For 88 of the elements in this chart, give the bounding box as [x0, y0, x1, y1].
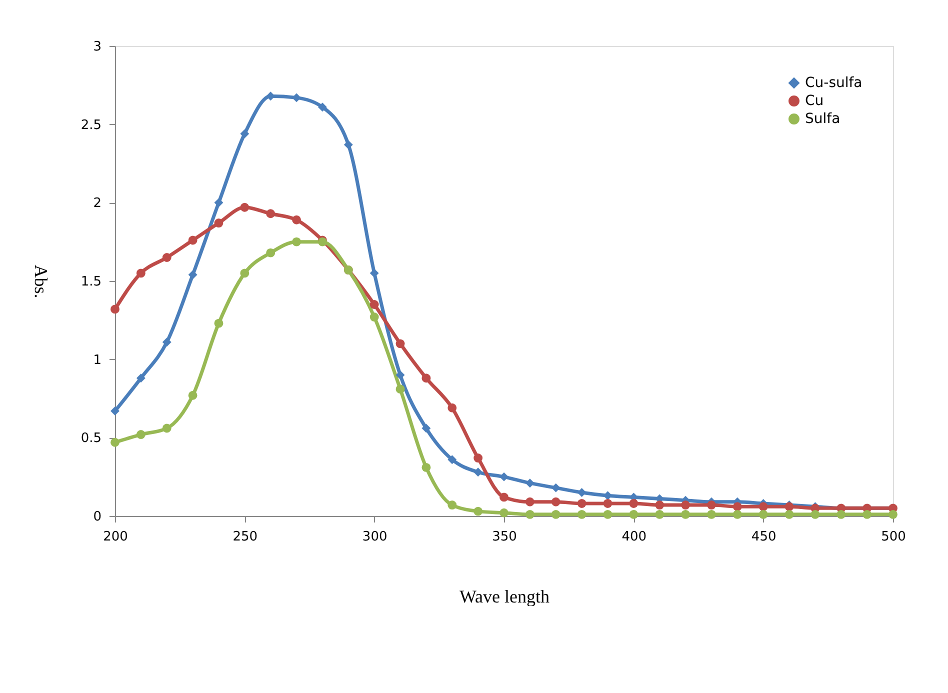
point	[162, 253, 172, 262]
y-tick-label: 3	[93, 40, 102, 54]
x-tick-label: 250	[232, 530, 258, 544]
point	[240, 129, 250, 138]
point	[603, 499, 612, 508]
point	[448, 455, 457, 464]
point	[110, 438, 120, 447]
point	[396, 384, 405, 394]
point	[240, 268, 250, 278]
point	[370, 300, 379, 309]
point	[681, 500, 690, 510]
point	[500, 492, 508, 502]
point	[110, 406, 120, 416]
point	[214, 218, 224, 228]
point	[655, 510, 664, 519]
point	[162, 424, 172, 433]
point	[292, 237, 302, 246]
point	[214, 198, 224, 208]
point	[862, 510, 872, 519]
legend-label: Cu	[805, 93, 824, 109]
legend-label: Cu-sulfa	[805, 75, 862, 91]
point	[706, 500, 716, 510]
y-tick-label: 0.5	[80, 431, 102, 446]
point	[188, 390, 198, 400]
point	[551, 510, 560, 519]
point	[240, 202, 250, 212]
point	[214, 318, 224, 328]
point	[551, 483, 560, 492]
x-tick-label: 500	[881, 530, 906, 544]
point	[188, 270, 198, 280]
point	[732, 510, 742, 519]
legend-label: Sulfa	[805, 111, 840, 127]
point	[110, 304, 120, 314]
point	[681, 510, 690, 519]
point	[758, 510, 768, 519]
point	[396, 370, 405, 380]
point	[266, 209, 276, 218]
y-tick-label: 1.5	[80, 274, 102, 290]
point	[448, 500, 457, 510]
point	[188, 236, 198, 245]
point	[292, 215, 302, 224]
x-tick-label: 300	[362, 530, 388, 544]
point	[500, 472, 508, 482]
point	[422, 462, 431, 472]
point	[162, 338, 172, 347]
point	[266, 248, 276, 258]
point	[706, 510, 716, 519]
point	[603, 510, 612, 519]
point	[836, 510, 846, 519]
y-tick-label: 1	[93, 352, 102, 368]
point	[474, 454, 483, 462]
point	[629, 510, 638, 519]
point	[474, 506, 483, 516]
point	[344, 140, 353, 150]
y-axis-title: Abs.	[30, 264, 51, 298]
point	[525, 497, 534, 506]
point	[422, 424, 431, 433]
point	[525, 510, 534, 519]
x-tick-label: 450	[751, 530, 776, 544]
point	[758, 502, 768, 512]
point	[318, 102, 327, 112]
y-tick-label: 2	[93, 196, 102, 212]
point	[136, 430, 146, 439]
point	[784, 510, 794, 519]
point	[474, 468, 483, 477]
point	[577, 488, 586, 497]
point	[136, 374, 146, 383]
point	[655, 500, 664, 510]
x-tick-label: 400	[622, 530, 647, 544]
point	[500, 508, 508, 518]
y-tick-label: 0	[93, 510, 102, 524]
point	[525, 478, 534, 488]
point	[422, 374, 431, 383]
y-tick-label: 2.5	[80, 118, 102, 133]
point	[396, 339, 405, 348]
point	[551, 497, 560, 506]
x-tick-label: 350	[492, 530, 517, 544]
point	[370, 312, 379, 322]
point	[629, 499, 638, 508]
point	[888, 510, 898, 519]
point	[577, 510, 586, 519]
point	[810, 510, 820, 519]
point	[448, 403, 457, 412]
point	[136, 268, 146, 278]
point	[577, 499, 586, 508]
x-tick-label: 200	[103, 530, 128, 544]
point	[732, 502, 742, 512]
point	[370, 268, 379, 278]
